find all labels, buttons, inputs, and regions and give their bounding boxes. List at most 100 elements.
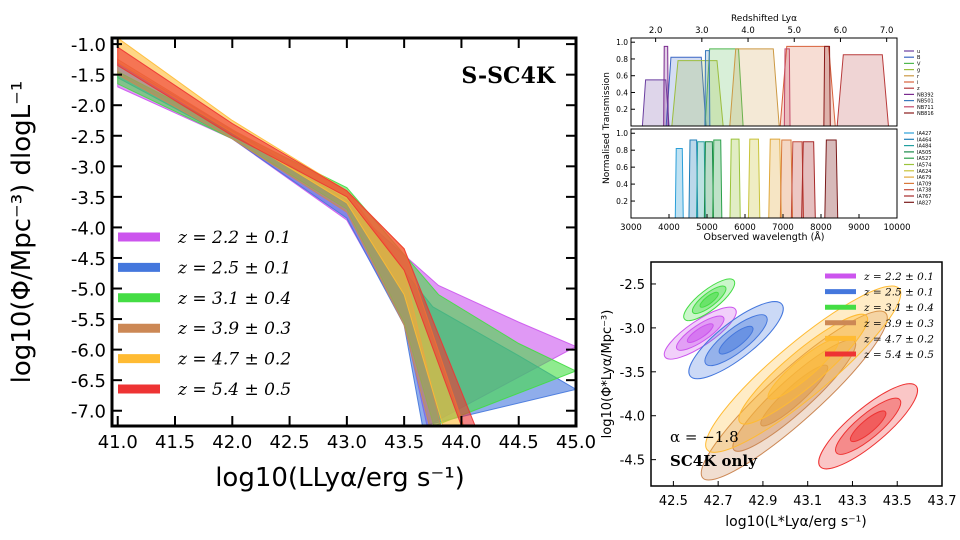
x-tick-label: 43.1 [793, 494, 822, 509]
y-tick-label: 0.4 [616, 88, 628, 97]
top-tick-label: 5.0 [787, 26, 801, 36]
contour-x-axis-label: log10(L*Lyα/erg s⁻¹) [725, 514, 866, 530]
medium-band-filters [674, 138, 839, 218]
x-tick-label: 42.7 [704, 494, 733, 509]
x-tick-label: 44.5 [499, 432, 539, 453]
x-tick-label: 43.5 [384, 432, 424, 453]
legend-label: z = 4.7 ± 0.2 [863, 333, 934, 345]
legend-label: z = 3.9 ± 0.3 [177, 319, 291, 339]
contour-ellipse [849, 410, 887, 443]
filter-curve [665, 56, 707, 126]
filter-x-axis-label: Observed wavelength (Å) [704, 231, 825, 243]
legend-label: z = 3.1 ± 0.4 [177, 289, 291, 309]
lf-band [117, 46, 476, 426]
x-tick-label: 43.7 [928, 494, 957, 509]
legend-label: IA624 [917, 169, 931, 175]
y-tick-label: -5.5 [71, 310, 106, 331]
legend-label: NB392 [917, 92, 934, 98]
y-tick-label: -1.5 [71, 66, 106, 87]
y-tick-label: -3.0 [71, 157, 106, 178]
legend-label: z = 4.7 ± 0.2 [177, 350, 291, 370]
x-tick-label: 6000 [734, 223, 756, 233]
x-tick-label: 42.9 [748, 494, 777, 509]
legend-label: z [917, 86, 920, 92]
y-tick-label: -5.0 [71, 280, 106, 301]
legend-label: NB816 [917, 111, 934, 117]
legend-label: NB501 [917, 99, 934, 105]
legend-label: IA484 [917, 144, 931, 150]
top-tick-label: 6.0 [834, 26, 848, 36]
main-luminosity-function-panel: 41.0 41.5 42.0 42.5 43.0 43.5 44.0 44.5 45.0 -1.0… [7, 35, 596, 493]
legend-label: NB711 [917, 105, 934, 111]
filter-curve [783, 48, 791, 126]
x-tick-label: 42.0 [212, 432, 252, 453]
x-tick-label: 7000 [772, 223, 794, 233]
legend-label: z = 5.4 ± 0.5 [863, 349, 934, 361]
legend-label: IA709 [917, 181, 931, 187]
legend-label: IA427 [917, 131, 931, 137]
y-tick-label: -4.5 [71, 249, 106, 270]
main-y-axis-label: log10(Φ/Mpc⁻³) dlogL⁻¹ [7, 81, 37, 384]
x-tick-label: 45.0 [556, 432, 596, 453]
contour-ellipse [699, 291, 719, 308]
filter-curve [801, 141, 816, 218]
x-tick-label: 9000 [848, 223, 870, 233]
x-tick-label: 4000 [658, 223, 680, 233]
y-tick-label: -3.0 [620, 322, 645, 337]
legend-label: IA464 [917, 137, 931, 143]
legend-label: IA738 [917, 188, 931, 194]
y-tick-label: 0.2 [616, 197, 628, 206]
main-x-axis-label: log10(LLyα/erg s⁻¹) [215, 463, 465, 493]
y-tick-label: -2.5 [71, 127, 106, 148]
contour-alpha-annotation: α = −1.8 [670, 428, 739, 446]
filter-curve [823, 45, 831, 126]
main-plot-frame [110, 36, 578, 428]
filter-curve [836, 54, 889, 126]
filter-curve [688, 139, 699, 218]
filter-curve [704, 50, 711, 126]
contour-ellipse [686, 323, 714, 343]
x-tick-label: 8000 [810, 223, 832, 233]
legend-label: B [917, 55, 921, 61]
legend-label: z = 2.2 ± 0.1 [863, 271, 934, 283]
x-tick-label: 42.5 [659, 494, 688, 509]
main-annotation: S-SC4K [461, 63, 556, 89]
legend-label: z = 2.5 ± 0.1 [863, 287, 934, 299]
x-tick-label: 43.3 [838, 494, 867, 509]
legend-label: IA574 [917, 163, 931, 169]
y-tick-label: 0.6 [616, 72, 628, 81]
contour-ellipse [718, 325, 754, 355]
contour-sample-annotation: SC4K only [670, 452, 758, 470]
x-tick-label: 3000 [620, 223, 642, 233]
y-tick-label: 1.0 [616, 129, 628, 138]
filter-curve [712, 139, 723, 218]
y-tick-label: -3.5 [620, 366, 645, 381]
x-tick-label: 41.0 [98, 432, 138, 453]
top-tick-label: 3.0 [695, 26, 709, 36]
y-tick-label: 0.4 [616, 180, 628, 189]
filter-curve [641, 79, 670, 126]
filter-curve [747, 138, 761, 218]
filter-curve [768, 138, 782, 218]
top-tick-label: 4.0 [741, 26, 755, 36]
legend-label: IA679 [917, 175, 931, 181]
x-tick-label: 5000 [696, 223, 718, 233]
filter-curve [696, 141, 706, 218]
legend-label: z = 2.5 ± 0.1 [177, 258, 291, 278]
x-tick-label: 44.0 [441, 432, 481, 453]
filter-curve [671, 60, 724, 126]
filter-axis-ticks: 3000 4000 5000 6000 7000 8000 9000 10000 2.0 3.0 4… [616, 26, 910, 233]
legend-label: i [917, 80, 918, 86]
x-tick-label: 41.5 [155, 432, 195, 453]
legend-label: z = 3.9 ± 0.3 [863, 318, 934, 330]
broad-band-filters [641, 45, 889, 126]
y-tick-label: -4.0 [71, 218, 106, 239]
legend-label: z = 3.1 ± 0.4 [863, 302, 934, 314]
contour-y-axis-label: log10(Φ*Lyα/Mpc⁻³) [600, 310, 615, 439]
top-tick-label: 2.0 [649, 26, 663, 36]
filter-transmission-panel: 3000 4000 5000 6000 7000 8000 9000 10000 2.0 3.0 4… [602, 14, 934, 243]
legend-label: g [917, 68, 920, 74]
contour-axis-ticks: 42.5 42.7 42.9 43.1 43.3 43.5 43.7 -2.5 -3.0 -3.5… [620, 278, 957, 509]
y-tick-label: -4.5 [620, 454, 645, 469]
